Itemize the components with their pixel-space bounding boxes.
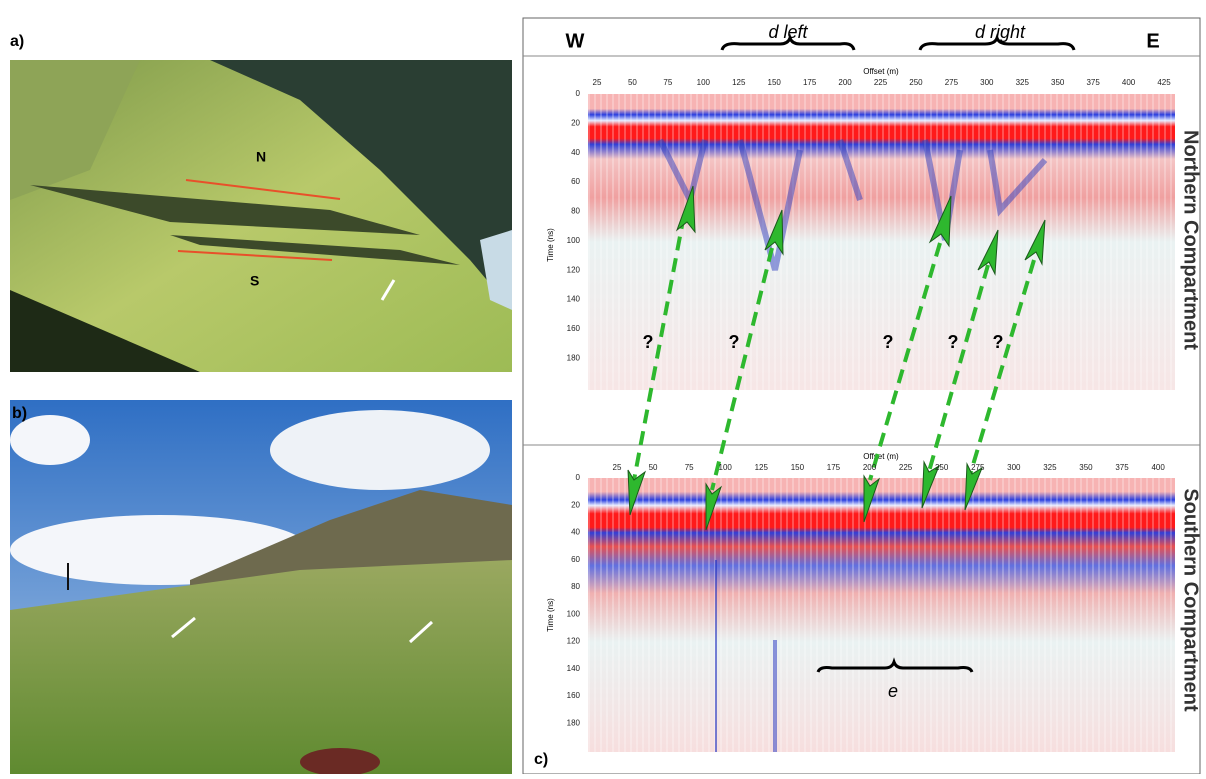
y-tick-label: 0	[576, 473, 581, 482]
x-tick-label: 250	[935, 463, 949, 472]
y-tick-label: 100	[567, 609, 581, 618]
y-tick-label: 160	[567, 324, 581, 333]
x-tick-label: 125	[755, 463, 769, 472]
x-tick-label: 175	[803, 78, 817, 87]
x-tick-label: 225	[874, 78, 888, 87]
section-title: Southern Compartment	[1180, 488, 1202, 712]
y-tick-label: 180	[567, 353, 581, 362]
x-tick-label: 300	[1007, 463, 1021, 472]
x-tick-label: 375	[1086, 78, 1100, 87]
direction: W	[566, 30, 585, 52]
x-tick-label: 225	[899, 463, 913, 472]
y-tick-label: 0	[576, 89, 581, 98]
y-tick-label: 20	[571, 500, 580, 509]
x-tick-label: 300	[980, 78, 994, 87]
axis-label: Offset (m)	[863, 67, 899, 76]
x-tick-label: 50	[628, 78, 637, 87]
brace	[816, 657, 974, 673]
x-tick-label: 25	[593, 78, 602, 87]
x-tick-label: 375	[1115, 463, 1129, 472]
x-tick-label: 50	[649, 463, 658, 472]
y-tick-label: 80	[571, 207, 580, 216]
y-tick-label: 120	[567, 265, 581, 274]
photo-label: N	[256, 149, 266, 165]
brace-label: d left	[768, 22, 808, 42]
x-tick-label: 25	[613, 463, 622, 472]
radargram-south	[588, 478, 1175, 752]
correlation-arrows	[632, 214, 1036, 491]
x-tick-label: 350	[1079, 463, 1093, 472]
x-tick-label: 100	[719, 463, 733, 472]
y-tick-label: 60	[571, 177, 580, 186]
photo-b	[10, 400, 512, 776]
x-tick-label: 100	[697, 78, 711, 87]
x-tick-label: 200	[863, 463, 877, 472]
question-mark: ?	[883, 332, 894, 352]
y-tick-label: 40	[571, 148, 580, 157]
question-mark: ?	[993, 332, 1004, 352]
brace-label: e	[888, 681, 898, 701]
x-tick-label: 200	[838, 78, 852, 87]
x-tick-label: 325	[1016, 78, 1030, 87]
direction: E	[1146, 30, 1159, 52]
y-tick-label: 40	[571, 528, 580, 537]
axis-label: Time (ns)	[546, 228, 555, 262]
y-tick-label: 180	[567, 718, 581, 727]
x-tick-label: 175	[827, 463, 841, 472]
section-title: Northern Compartment	[1180, 130, 1202, 350]
axis-label: Time (ns)	[546, 598, 555, 632]
x-tick-label: 125	[732, 78, 746, 87]
brace	[720, 33, 856, 51]
y-tick-label: 100	[567, 236, 581, 245]
x-tick-label: 400	[1151, 463, 1165, 472]
y-tick-label: 20	[571, 118, 580, 127]
x-tick-label: 275	[971, 463, 985, 472]
y-tick-label: 80	[571, 582, 580, 591]
arrowheads	[627, 185, 1046, 531]
question-mark: ?	[643, 332, 654, 352]
x-tick-label: 350	[1051, 78, 1065, 87]
photo-label: S	[250, 273, 259, 289]
x-tick-label: 150	[768, 78, 782, 87]
x-tick-label: 325	[1043, 463, 1057, 472]
question-mark: ?	[729, 332, 740, 352]
x-tick-label: 400	[1122, 78, 1136, 87]
axis-label: Offset (m)	[863, 452, 899, 461]
y-tick-label: 140	[567, 295, 581, 304]
y-tick-label: 120	[567, 637, 581, 646]
x-tick-label: 425	[1157, 78, 1171, 87]
x-tick-label: 250	[909, 78, 923, 87]
y-tick-label: 140	[567, 664, 581, 673]
x-tick-label: 150	[791, 463, 805, 472]
x-tick-label: 275	[945, 78, 959, 87]
panel-label: a)	[10, 33, 24, 50]
radargram-north	[588, 94, 1175, 390]
x-tick-label: 75	[663, 78, 672, 87]
panel-label: b)	[12, 405, 27, 422]
y-tick-label: 60	[571, 555, 580, 564]
photo-a	[10, 60, 512, 372]
brace	[918, 33, 1076, 51]
question-mark: ?	[948, 332, 959, 352]
panel-label: c)	[534, 751, 548, 768]
brace-label: d right	[975, 22, 1026, 42]
y-tick-label: 160	[567, 691, 581, 700]
x-tick-label: 75	[685, 463, 694, 472]
